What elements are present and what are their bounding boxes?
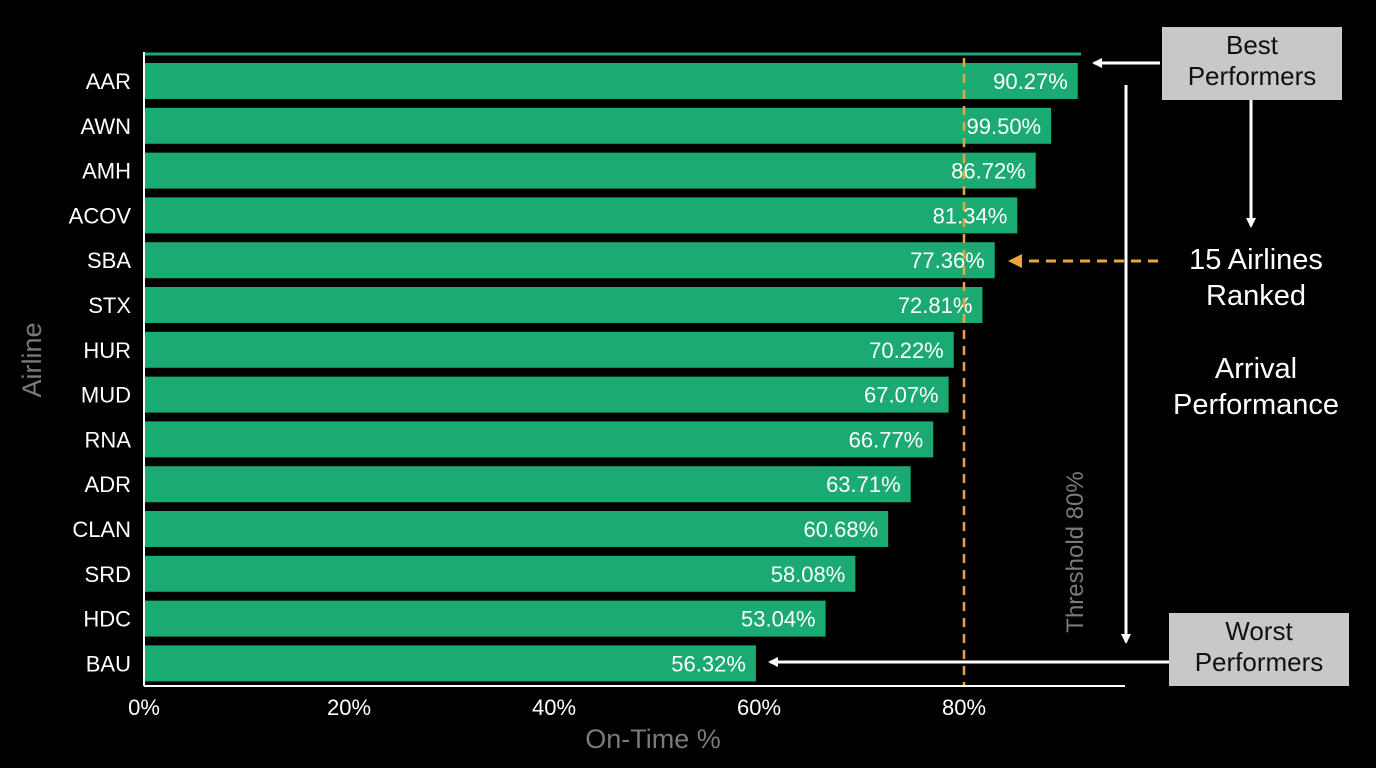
category-label-bau: BAU: [86, 651, 131, 676]
value-label-amh: 86.72%: [951, 159, 1026, 184]
category-label-srd: SRD: [85, 562, 131, 587]
bar-rna: [144, 421, 934, 458]
bar-hdc: [144, 600, 826, 637]
category-label-mud: MUD: [81, 383, 131, 408]
value-label-clan: 60.68%: [804, 517, 879, 542]
bar-aar: [144, 63, 1078, 99]
worst-performers-box: Worst Performers: [1169, 613, 1349, 686]
x-tick-label-20: 20%: [327, 695, 371, 720]
airlines-ranked-label: 15 Airlines Ranked: [1189, 244, 1323, 312]
bar-sba: [144, 242, 995, 279]
x-tick-label-0: 0%: [128, 695, 160, 720]
bar-acov: [144, 197, 1018, 234]
value-label-rna: 66.77%: [849, 427, 924, 452]
category-label-amh: AMH: [82, 159, 131, 184]
category-label-aar: AAR: [86, 69, 131, 94]
bar-clan: [144, 511, 889, 547]
category-label-hdc: HDC: [83, 607, 131, 632]
value-label-srd: 58.08%: [771, 562, 846, 587]
x-axis-title: On-Time %: [585, 724, 721, 754]
x-tick-label-60: 60%: [737, 695, 781, 720]
bar-bau: [144, 645, 756, 682]
bar-srd: [144, 555, 856, 592]
category-label-acov: ACOV: [69, 203, 132, 228]
value-label-stx: 72.81%: [898, 293, 973, 318]
bar-awn: [144, 107, 1052, 144]
bar-mud: [144, 376, 949, 413]
category-label-clan: CLAN: [72, 517, 131, 542]
category-label-rna: RNA: [85, 427, 132, 452]
best-performers-box: Best Performers: [1162, 27, 1342, 100]
bar-amh: [144, 152, 1036, 189]
category-label-sba: SBA: [87, 248, 131, 273]
category-label-adr: ADR: [85, 472, 131, 497]
value-label-mud: 67.07%: [864, 383, 939, 408]
x-tick-label-80: 80%: [942, 695, 986, 720]
value-label-awn: 99.50%: [967, 114, 1042, 139]
x-tick-label-40: 40%: [532, 695, 576, 720]
threshold-label: Threshold 80%: [1062, 471, 1089, 632]
bar-adr: [144, 466, 911, 503]
value-label-hur: 70.22%: [869, 338, 944, 363]
category-label-awn: AWN: [80, 114, 131, 139]
category-label-stx: STX: [88, 293, 131, 318]
value-label-adr: 63.71%: [826, 472, 901, 497]
worst-performers-label: Worst Performers: [1194, 616, 1324, 677]
y-axis-title: Airline: [17, 322, 47, 397]
bar-hur: [144, 331, 954, 368]
value-label-hdc: 53.04%: [741, 607, 816, 632]
arrival-performance-label: Arrival Performance: [1172, 353, 1339, 421]
category-label-hur: HUR: [83, 338, 131, 363]
value-label-bau: 56.32%: [671, 651, 746, 676]
best-performers-label: Best Performers: [1187, 30, 1317, 91]
value-label-sba: 77.36%: [910, 248, 985, 273]
bar-stx: [144, 287, 983, 323]
value-label-acov: 81.34%: [933, 203, 1008, 228]
value-label-aar: 90.27%: [993, 69, 1068, 94]
